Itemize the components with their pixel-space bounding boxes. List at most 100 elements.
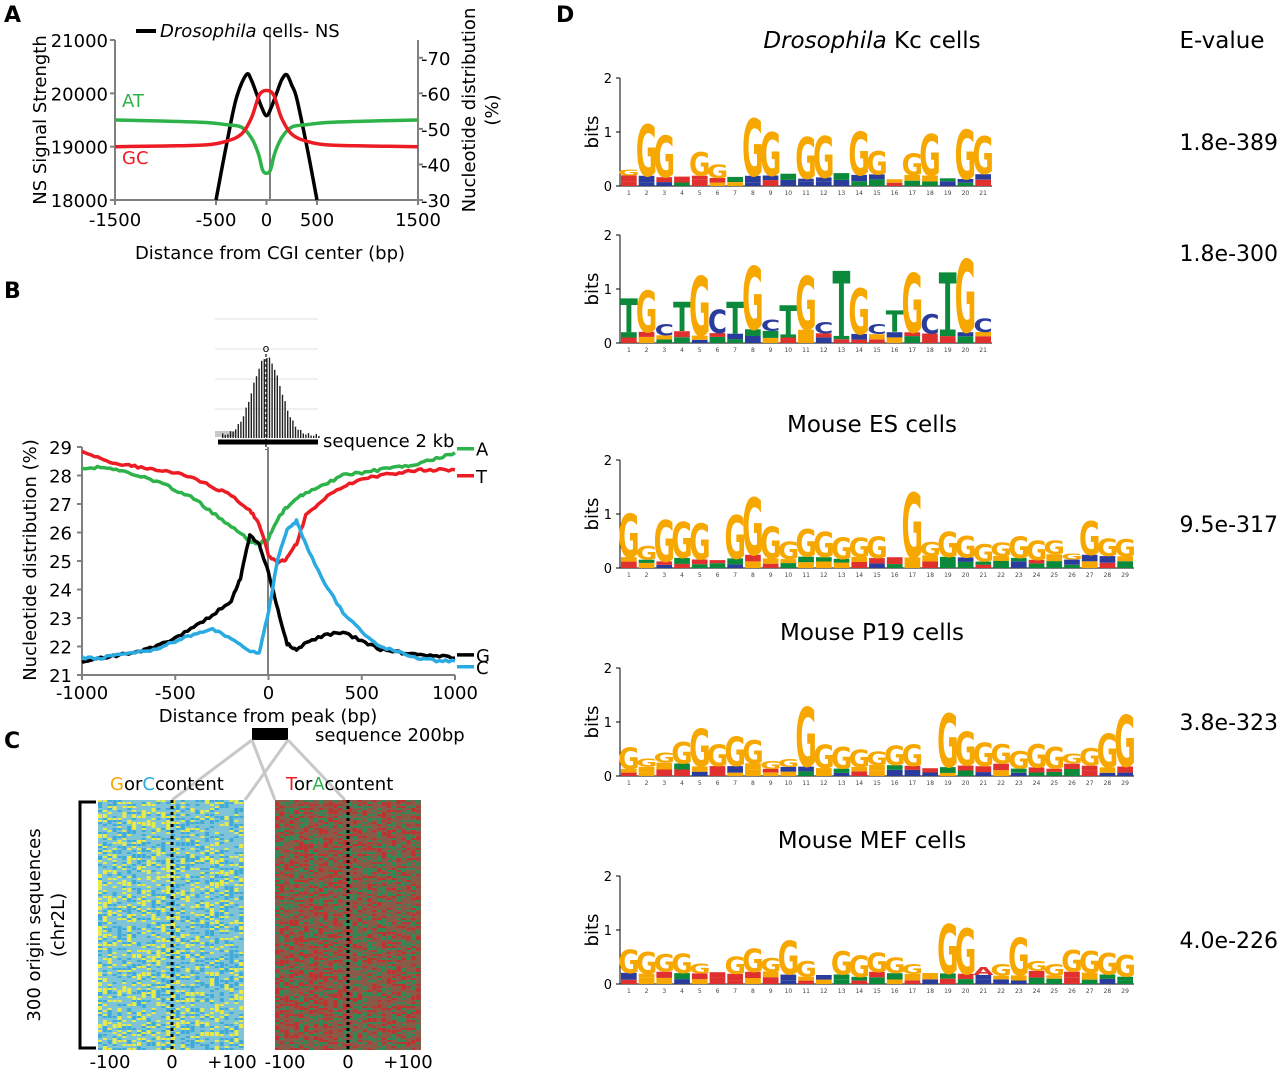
heatmap-cell bbox=[122, 812, 127, 814]
panel-b-series-line-t bbox=[81, 449, 456, 565]
heatmap-cell bbox=[328, 1036, 333, 1038]
heatmap-cell bbox=[166, 1026, 171, 1028]
heatmap-cell bbox=[190, 1046, 195, 1048]
heatmap-cell bbox=[289, 862, 294, 864]
heatmap-cell bbox=[387, 810, 391, 812]
heatmap-cell bbox=[132, 972, 137, 974]
heatmap-cell bbox=[141, 1032, 146, 1034]
gc-content-heatmap bbox=[98, 800, 244, 1050]
heatmap-cell bbox=[357, 1008, 362, 1010]
logo-minor-letter bbox=[816, 561, 832, 568]
heatmap-cell bbox=[219, 1010, 224, 1012]
heatmap-cell bbox=[411, 910, 416, 912]
heatmap-cell bbox=[171, 852, 176, 854]
logo-letter-c: C bbox=[867, 322, 886, 338]
heatmap-cell bbox=[146, 986, 151, 988]
logo-minor-letter bbox=[621, 772, 637, 776]
heatmap-cell bbox=[141, 856, 146, 858]
heatmap-cell bbox=[352, 954, 357, 956]
heatmap-cell bbox=[372, 830, 377, 832]
heatmap-cell bbox=[98, 888, 102, 890]
heatmap-cell bbox=[391, 816, 396, 818]
heatmap-cell bbox=[141, 978, 146, 980]
heatmap-cell bbox=[146, 1040, 151, 1042]
heatmap-cell bbox=[214, 816, 219, 818]
heatmap-cell bbox=[372, 864, 377, 866]
heatmap-cell bbox=[372, 942, 377, 944]
heatmap-cell bbox=[275, 816, 279, 818]
heatmap-cell bbox=[112, 1020, 117, 1022]
heatmap-cell bbox=[362, 812, 367, 814]
heatmap-cell bbox=[141, 896, 146, 898]
heatmap-cell bbox=[289, 924, 294, 926]
logo-letter-g: G bbox=[795, 693, 816, 787]
heatmap-cell bbox=[275, 892, 279, 894]
heatmap-cell bbox=[328, 972, 333, 974]
logo-letter-g: G bbox=[849, 533, 870, 565]
heatmap-cell bbox=[323, 848, 328, 850]
heatmap-cell bbox=[284, 984, 289, 986]
heatmap-cell bbox=[195, 992, 200, 994]
heatmap-cell bbox=[195, 842, 200, 844]
heatmap-cell bbox=[102, 974, 107, 976]
inset-histogram-bar bbox=[242, 416, 245, 438]
heatmap-cell bbox=[352, 842, 357, 844]
heatmap-cell bbox=[117, 834, 122, 836]
heatmap-cell bbox=[137, 910, 141, 912]
heatmap-cell bbox=[387, 806, 391, 808]
heatmap-cell bbox=[195, 894, 200, 896]
heatmap-cell bbox=[214, 938, 219, 940]
heatmap-cell bbox=[122, 806, 127, 808]
heatmap-cell bbox=[195, 804, 200, 806]
heatmap-cell bbox=[357, 854, 362, 856]
logo-position-number: 10 bbox=[785, 780, 793, 787]
heatmap-cell bbox=[219, 1038, 224, 1040]
heatmap-cell bbox=[362, 954, 367, 956]
inset-histogram-bar bbox=[261, 360, 263, 438]
heatmap-cell bbox=[416, 820, 421, 822]
heatmap-cell bbox=[185, 1022, 190, 1024]
heatmap-cell bbox=[210, 916, 214, 918]
heatmap-cell bbox=[338, 936, 343, 938]
heatmap-cell bbox=[323, 830, 328, 832]
heatmap-cell bbox=[275, 1020, 279, 1022]
heatmap-cell bbox=[234, 926, 239, 928]
heatmap-cell bbox=[156, 950, 161, 952]
right-title-a: A bbox=[312, 774, 325, 795]
heatmap-cell bbox=[180, 912, 185, 914]
heatmap-cell bbox=[224, 888, 229, 890]
heatmap-cell bbox=[284, 904, 289, 906]
heatmap-cell bbox=[102, 1000, 107, 1002]
heatmap-cell bbox=[382, 1030, 387, 1032]
heatmap-cell bbox=[190, 926, 195, 928]
heatmap-cell bbox=[362, 856, 367, 858]
heatmap-cell bbox=[137, 856, 141, 858]
panel-b-y-tick-label: 23 bbox=[49, 609, 72, 630]
heatmap-cell bbox=[294, 920, 299, 922]
heatmap-cell bbox=[372, 872, 377, 874]
heatmap-cell bbox=[195, 914, 200, 916]
logo-y-axis-label: bits bbox=[582, 498, 603, 531]
logo-letter-g: G bbox=[778, 757, 799, 770]
heatmap-cell bbox=[309, 900, 314, 902]
heatmap-cell bbox=[352, 860, 357, 862]
heatmap-cell bbox=[309, 870, 314, 872]
heatmap-cell bbox=[210, 912, 214, 914]
heatmap-cell bbox=[401, 868, 406, 870]
heatmap-cell bbox=[166, 870, 171, 872]
heatmap-cell bbox=[275, 978, 279, 980]
heatmap-cell bbox=[180, 848, 185, 850]
panel-d-title-rest: Kc cells bbox=[887, 28, 981, 54]
heatmap-cell bbox=[175, 1000, 180, 1002]
heatmap-cell bbox=[102, 872, 107, 874]
panel-a-left-y-label: NS Signal Strength bbox=[30, 35, 51, 205]
heatmap-cell bbox=[195, 1024, 200, 1026]
heatmap-cell bbox=[185, 842, 190, 844]
heatmap-cell bbox=[314, 1036, 318, 1038]
heatmap-cell bbox=[387, 1000, 391, 1002]
heatmap-cell bbox=[357, 1040, 362, 1042]
heatmap-cell bbox=[107, 952, 112, 954]
heatmap-cell bbox=[137, 878, 141, 880]
heatmap-cell bbox=[416, 1024, 421, 1026]
heatmap-cell bbox=[279, 984, 284, 986]
